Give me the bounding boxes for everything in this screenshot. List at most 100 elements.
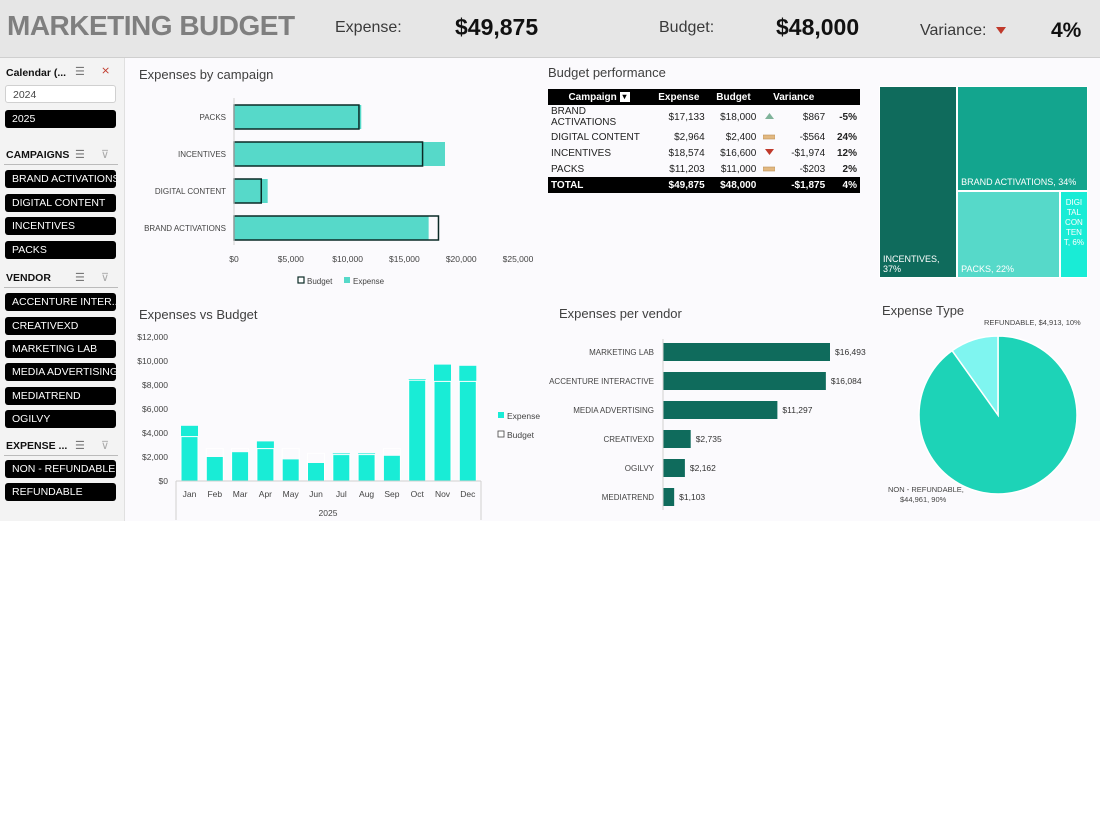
- table-row: PACKS $11,203 $11,000 -$203 2%: [548, 161, 860, 177]
- column-header-campaign[interactable]: Campaign ▾: [548, 89, 650, 105]
- cell-variance: -$203: [799, 163, 826, 175]
- multi-select-icon[interactable]: ☰: [75, 440, 85, 452]
- header-bar: MARKETING BUDGET Expense: $49,875 Budget…: [0, 0, 1100, 58]
- data-label: REFUNDABLE, $4,913, 10%: [984, 318, 1081, 327]
- filter-dropdown-icon[interactable]: ▾: [619, 91, 630, 102]
- slicer-item-media-advertising[interactable]: MEDIA ADVERTISING: [5, 363, 116, 381]
- treemap-cell-brand-activations: BRAND ACTIVATIONS, 34%: [957, 86, 1088, 192]
- budget-performance-table: Campaign ▾ Expense Budget Variance BRAND…: [548, 89, 860, 193]
- expense-column: [434, 364, 451, 481]
- x-tick-label: Jun: [309, 489, 323, 499]
- cell-variance: $867: [802, 111, 826, 123]
- treemap-label: PACKS, 22%: [961, 263, 1014, 274]
- clear-filter-icon[interactable]: ⊽: [101, 440, 110, 452]
- cell-expense: $49,875: [650, 177, 708, 193]
- x-tick-label: Apr: [259, 489, 272, 499]
- category-label: INCENTIVES: [178, 150, 226, 159]
- cell-budget: $18,000: [720, 111, 757, 123]
- clear-filter-icon[interactable]: ⊽: [101, 149, 110, 161]
- legend-label-budget: Budget: [507, 430, 535, 440]
- slicer-item-packs[interactable]: PACKS: [5, 241, 116, 259]
- table-row: INCENTIVES $18,574 $16,600 -$1,974 12%: [548, 145, 860, 161]
- expense-value: $49,875: [455, 14, 539, 40]
- slicer-item-digital-content[interactable]: DIGITAL CONTENT: [5, 194, 116, 212]
- treemap-label: INCENTIVES, 37%: [883, 254, 940, 274]
- expense-type-title: Expense Type: [882, 303, 965, 318]
- x-tick-label: Jul: [336, 489, 347, 499]
- cell-variance: -$1,974: [791, 147, 826, 159]
- vendor-bar: [663, 401, 778, 419]
- treemap-label: DIGI TAL CON TEN T, 6%: [1063, 198, 1084, 248]
- x-tick-label: Feb: [207, 489, 222, 499]
- dash-icon: [759, 129, 779, 145]
- slicer-item-incentives[interactable]: INCENTIVES: [5, 217, 116, 235]
- cell-empty: [759, 177, 780, 193]
- calendar-slicer-title: Calendar (...: [6, 67, 67, 79]
- multi-select-icon[interactable]: ☰: [75, 149, 85, 161]
- vendor-bar: [663, 372, 826, 390]
- x-tick-label: $20,000: [446, 254, 477, 264]
- slicer-sidebar: Calendar (... ☰ ⨯ 2024 2025 CAMPAIGNS ☰ …: [0, 58, 125, 521]
- clear-filter-icon[interactable]: ⊽: [101, 272, 110, 284]
- x-tick-label: Aug: [359, 489, 374, 499]
- cell-variance: -$564: [799, 131, 826, 143]
- expense-column: [383, 455, 401, 481]
- data-label: $2,162: [690, 463, 716, 473]
- treemap-cell-incentives: INCENTIVES, 37%: [879, 86, 958, 278]
- y-tick-label: $6,000: [142, 404, 168, 414]
- monthly-chart-title: Expenses vs Budget: [139, 307, 258, 322]
- vendor-slicer-title: VENDOR: [6, 272, 51, 284]
- expense-column: [206, 457, 224, 481]
- triangle-down-icon: [996, 27, 1006, 34]
- slicer-item-2025[interactable]: 2025: [5, 110, 116, 128]
- multi-select-icon[interactable]: ☰: [75, 272, 85, 284]
- legend-label-expense: Expense: [507, 411, 540, 421]
- slicer-item-ogilvy[interactable]: OGILVY: [5, 410, 116, 428]
- category-label: MEDIATREND: [602, 493, 655, 502]
- expense-column: [408, 379, 426, 481]
- cell-budget: $11,000: [720, 163, 757, 175]
- data-label: $11,297: [782, 405, 812, 415]
- column-header-expense: Expense: [650, 89, 708, 105]
- data-label: $16,493: [835, 347, 866, 357]
- cell-expense: $17,133: [668, 111, 705, 123]
- cell-campaign: TOTAL: [548, 177, 650, 193]
- table-header-row: Campaign ▾ Expense Budget Variance: [548, 89, 860, 105]
- expense-bar: [234, 105, 362, 129]
- slicer-item-refundable[interactable]: REFUNDABLE: [5, 483, 116, 501]
- y-tick-label: $12,000: [137, 332, 168, 342]
- treemap-cell-packs: PACKS, 22%: [957, 191, 1060, 278]
- expense-type-pie: NON - REFUNDABLE,$44,961, 90% REFUNDABLE,…: [888, 318, 1081, 504]
- slicer-item-2024[interactable]: 2024: [5, 85, 116, 103]
- expense-column: [332, 453, 350, 481]
- category-label: BRAND ACTIVATIONS: [144, 224, 226, 233]
- x-tick-label: Sep: [384, 489, 399, 499]
- legend-swatch-expense: [344, 277, 350, 283]
- slicer-item-mediatrend[interactable]: MEDIATREND: [5, 387, 116, 405]
- divider: [4, 455, 118, 456]
- category-label: CREATIVEXD: [603, 435, 654, 444]
- expense-column: [282, 459, 300, 481]
- slicer-item-non-refundable[interactable]: NON - REFUNDABLE: [5, 460, 116, 478]
- x-tick-label: Mar: [233, 489, 248, 499]
- category-label: OGILVY: [625, 464, 655, 473]
- x-tick-label: $5,000: [278, 254, 304, 264]
- x-tick-label: Oct: [411, 489, 425, 499]
- data-label: $1,103: [679, 492, 705, 502]
- y-tick-label: $4,000: [142, 428, 168, 438]
- x-tick-label: $25,000: [503, 254, 534, 264]
- expense-column: [181, 425, 198, 481]
- data-label: $44,961, 90%: [900, 495, 947, 504]
- expense-type-slicer-title: EXPENSE ...: [6, 440, 68, 452]
- slicer-item-brand-activations[interactable]: BRAND ACTIVATIONS: [5, 170, 116, 188]
- slicer-item-marketing-lab[interactable]: MARKETING LAB: [5, 340, 116, 358]
- multi-select-icon[interactable]: ☰: [75, 66, 85, 78]
- slicer-item-accenture[interactable]: ACCENTURE INTER...: [5, 293, 116, 311]
- expense-column: [358, 453, 376, 481]
- data-label: NON - REFUNDABLE,: [888, 485, 964, 494]
- clear-filter-icon[interactable]: ⨯: [101, 65, 111, 77]
- cell-budget: $48,000: [707, 177, 760, 193]
- slicer-item-creativexd[interactable]: CREATIVEXD: [5, 317, 116, 335]
- triangle-up-icon: [759, 105, 779, 129]
- category-label: ACCENTURE INTERACTIVE: [549, 377, 654, 386]
